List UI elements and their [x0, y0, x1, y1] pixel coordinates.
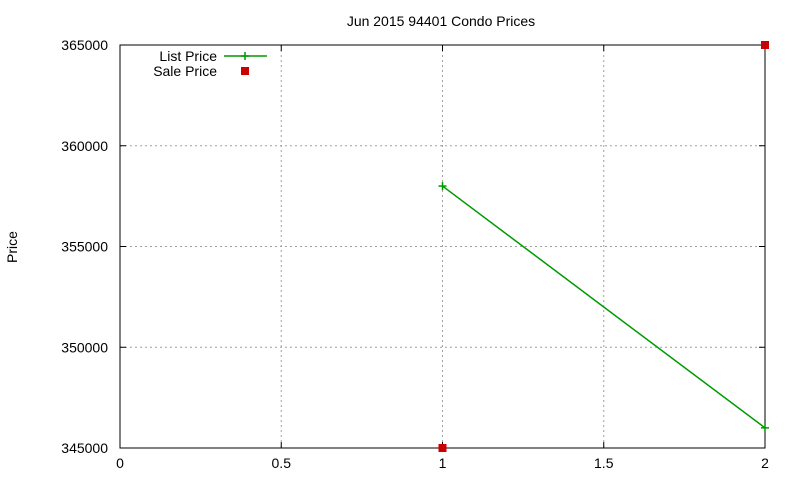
x-tick-label: 0 — [116, 455, 124, 471]
legend-label-list-price: List Price — [159, 48, 217, 64]
grid-layer — [120, 45, 765, 448]
x-tick-label: 1.5 — [594, 455, 614, 471]
sale-price-point — [439, 444, 447, 452]
y-tick-label: 350000 — [61, 339, 108, 355]
x-tick-label: 2 — [761, 455, 769, 471]
tick-layer: 0 0.5 1 1.5 2 345000 350000 355000 360000 365000 — [61, 37, 769, 471]
list-price-series — [439, 182, 770, 432]
y-tick-label: 345000 — [61, 440, 108, 456]
x-tick-label: 1 — [439, 455, 447, 471]
chart-title: Jun 2015 94401 Condo Prices — [347, 13, 535, 29]
x-tick-label: 0.5 — [272, 455, 292, 471]
y-tick-label: 360000 — [61, 138, 108, 154]
y-tick-label: 365000 — [61, 37, 108, 53]
y-tick-label: 355000 — [61, 239, 108, 255]
sale-price-point — [761, 41, 769, 49]
legend-label-sale-price: Sale Price — [153, 63, 217, 79]
y-axis-label: Price — [4, 231, 20, 263]
legend-marker-sale-price — [241, 67, 249, 75]
legend-marker-list-price — [241, 52, 249, 60]
